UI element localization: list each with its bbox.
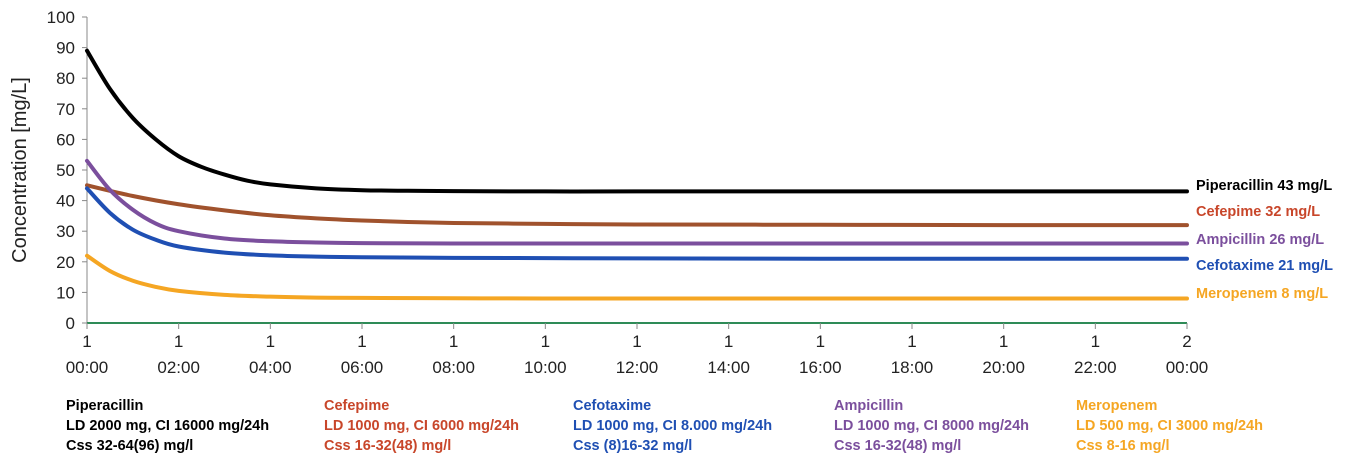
series-line-piperacillin <box>85 48 1189 194</box>
legend-ampicillin: Ampicillin LD 1000 mg, CI 8000 mg/24h Cs… <box>834 396 1084 456</box>
x-tick-day: 1 <box>82 332 91 351</box>
line-chart: 0 10 20 30 40 50 60 70 80 90 100 1 00:00 1 02:00 1 04:0… <box>9 8 1333 377</box>
x-tick-time: 02:00 <box>157 358 200 377</box>
legend-css: Css 16-32(48) mg/l <box>324 438 452 454</box>
y-tick-label: 10 <box>56 283 75 302</box>
end-label-meropenem: Meropenem 8 mg/L <box>1196 286 1328 302</box>
series-line-cefotaxime <box>85 186 1189 261</box>
x-tick-time: 10:00 <box>524 358 567 377</box>
y-tick-label: 100 <box>47 8 75 27</box>
x-tick-time: 14:00 <box>707 358 750 377</box>
end-label-cefepime: Cefepime 32 mg/L <box>1196 204 1320 220</box>
x-tick-day: 1 <box>541 332 550 351</box>
series-line-ampicillin <box>85 158 1189 246</box>
x-tick-time: 12:00 <box>616 358 659 377</box>
x-tick-time: 16:00 <box>799 358 842 377</box>
y-tick-label: 20 <box>56 253 75 272</box>
x-tick-time: 00:00 <box>1166 358 1209 377</box>
x-tick-day: 1 <box>999 332 1008 351</box>
x-tick-day: 1 <box>174 332 183 351</box>
legend-dose: LD 2000 mg, CI 16000 mg/24h <box>66 418 270 434</box>
x-tick-day: 1 <box>724 332 733 351</box>
legend-dose: LD 1000 mg, CI 6000 mg/24h <box>324 418 520 434</box>
y-tick-label: 80 <box>56 69 75 88</box>
legend-css: Css 16-32(48) mg/l <box>834 438 962 454</box>
legend-css: Css 8-16 mg/l <box>1076 438 1170 454</box>
series-line-cefepime <box>85 183 1189 228</box>
end-label-piperacillin: Piperacillin 43 mg/L <box>1196 178 1332 194</box>
legend-drug-name: Cefepime <box>324 398 390 414</box>
legend-drug-name: Cefotaxime <box>573 398 652 414</box>
x-tick-time: 04:00 <box>249 358 292 377</box>
y-tick-label: 40 <box>56 192 75 211</box>
y-tick-label: 60 <box>56 130 75 149</box>
end-labels: Piperacillin 43 mg/L Cefepime 32 mg/L Ampi… <box>1196 178 1333 302</box>
x-tick-day: 1 <box>357 332 366 351</box>
x-tick-day: 1 <box>1091 332 1100 351</box>
legend-cefotaxime: Cefotaxime LD 1000 mg, CI 8.000 mg/24h C… <box>573 396 823 456</box>
legend-dose: LD 1000 mg, CI 8000 mg/24h <box>834 418 1030 434</box>
legend-meropenem: Meropenem LD 500 mg, CI 3000 mg/24h Css … <box>1076 396 1326 456</box>
legend-piperacillin: Piperacillin LD 2000 mg, CI 16000 mg/24h… <box>66 396 316 456</box>
y-axis-ticks: 0 10 20 30 40 50 60 70 80 90 100 <box>47 8 87 333</box>
legend-drug-name: Piperacillin <box>66 398 144 414</box>
y-tick-label: 50 <box>56 161 75 180</box>
legend-drug-name: Meropenem <box>1076 398 1158 414</box>
end-label-ampicillin: Ampicillin 26 mg/L <box>1196 232 1324 248</box>
y-tick-label: 70 <box>56 100 75 119</box>
chart-axes <box>86 17 1187 324</box>
x-tick-time: 00:00 <box>66 358 109 377</box>
y-tick-label: 30 <box>56 222 75 241</box>
x-tick-day: 2 <box>1182 332 1191 351</box>
legend-css: Css 32-64(96) mg/l <box>66 438 194 454</box>
x-tick-time: 18:00 <box>891 358 934 377</box>
x-tick-time: 22:00 <box>1074 358 1117 377</box>
end-label-cefotaxime: Cefotaxime 21 mg/L <box>1196 258 1333 274</box>
x-tick-day: 1 <box>632 332 641 351</box>
y-tick-label: 90 <box>56 39 75 58</box>
legend-dose: LD 500 mg, CI 3000 mg/24h <box>1076 418 1263 434</box>
series-line-meropenem <box>85 253 1189 301</box>
x-tick-day: 1 <box>907 332 916 351</box>
y-axis-label: Concentration [mg/L] <box>9 77 31 263</box>
legend-dose: LD 1000 mg, CI 8.000 mg/24h <box>573 418 773 434</box>
x-tick-time: 08:00 <box>432 358 475 377</box>
x-tick-day: 1 <box>816 332 825 351</box>
x-tick-time: 06:00 <box>341 358 384 377</box>
series-lines <box>85 48 1189 301</box>
legend-drug-name: Ampicillin <box>834 398 904 414</box>
x-axis-ticks: 1 00:00 1 02:00 1 04:00 1 06:00 1 08:00 1 10:00 1 12:… <box>66 323 1209 377</box>
x-tick-day: 1 <box>449 332 458 351</box>
y-tick-label: 0 <box>66 314 75 333</box>
x-tick-day: 1 <box>266 332 275 351</box>
x-tick-time: 20:00 <box>982 358 1025 377</box>
legend-css: Css (8)16-32 mg/l <box>573 438 693 454</box>
legend-cefepime: Cefepime LD 1000 mg, CI 6000 mg/24h Css … <box>324 396 574 456</box>
